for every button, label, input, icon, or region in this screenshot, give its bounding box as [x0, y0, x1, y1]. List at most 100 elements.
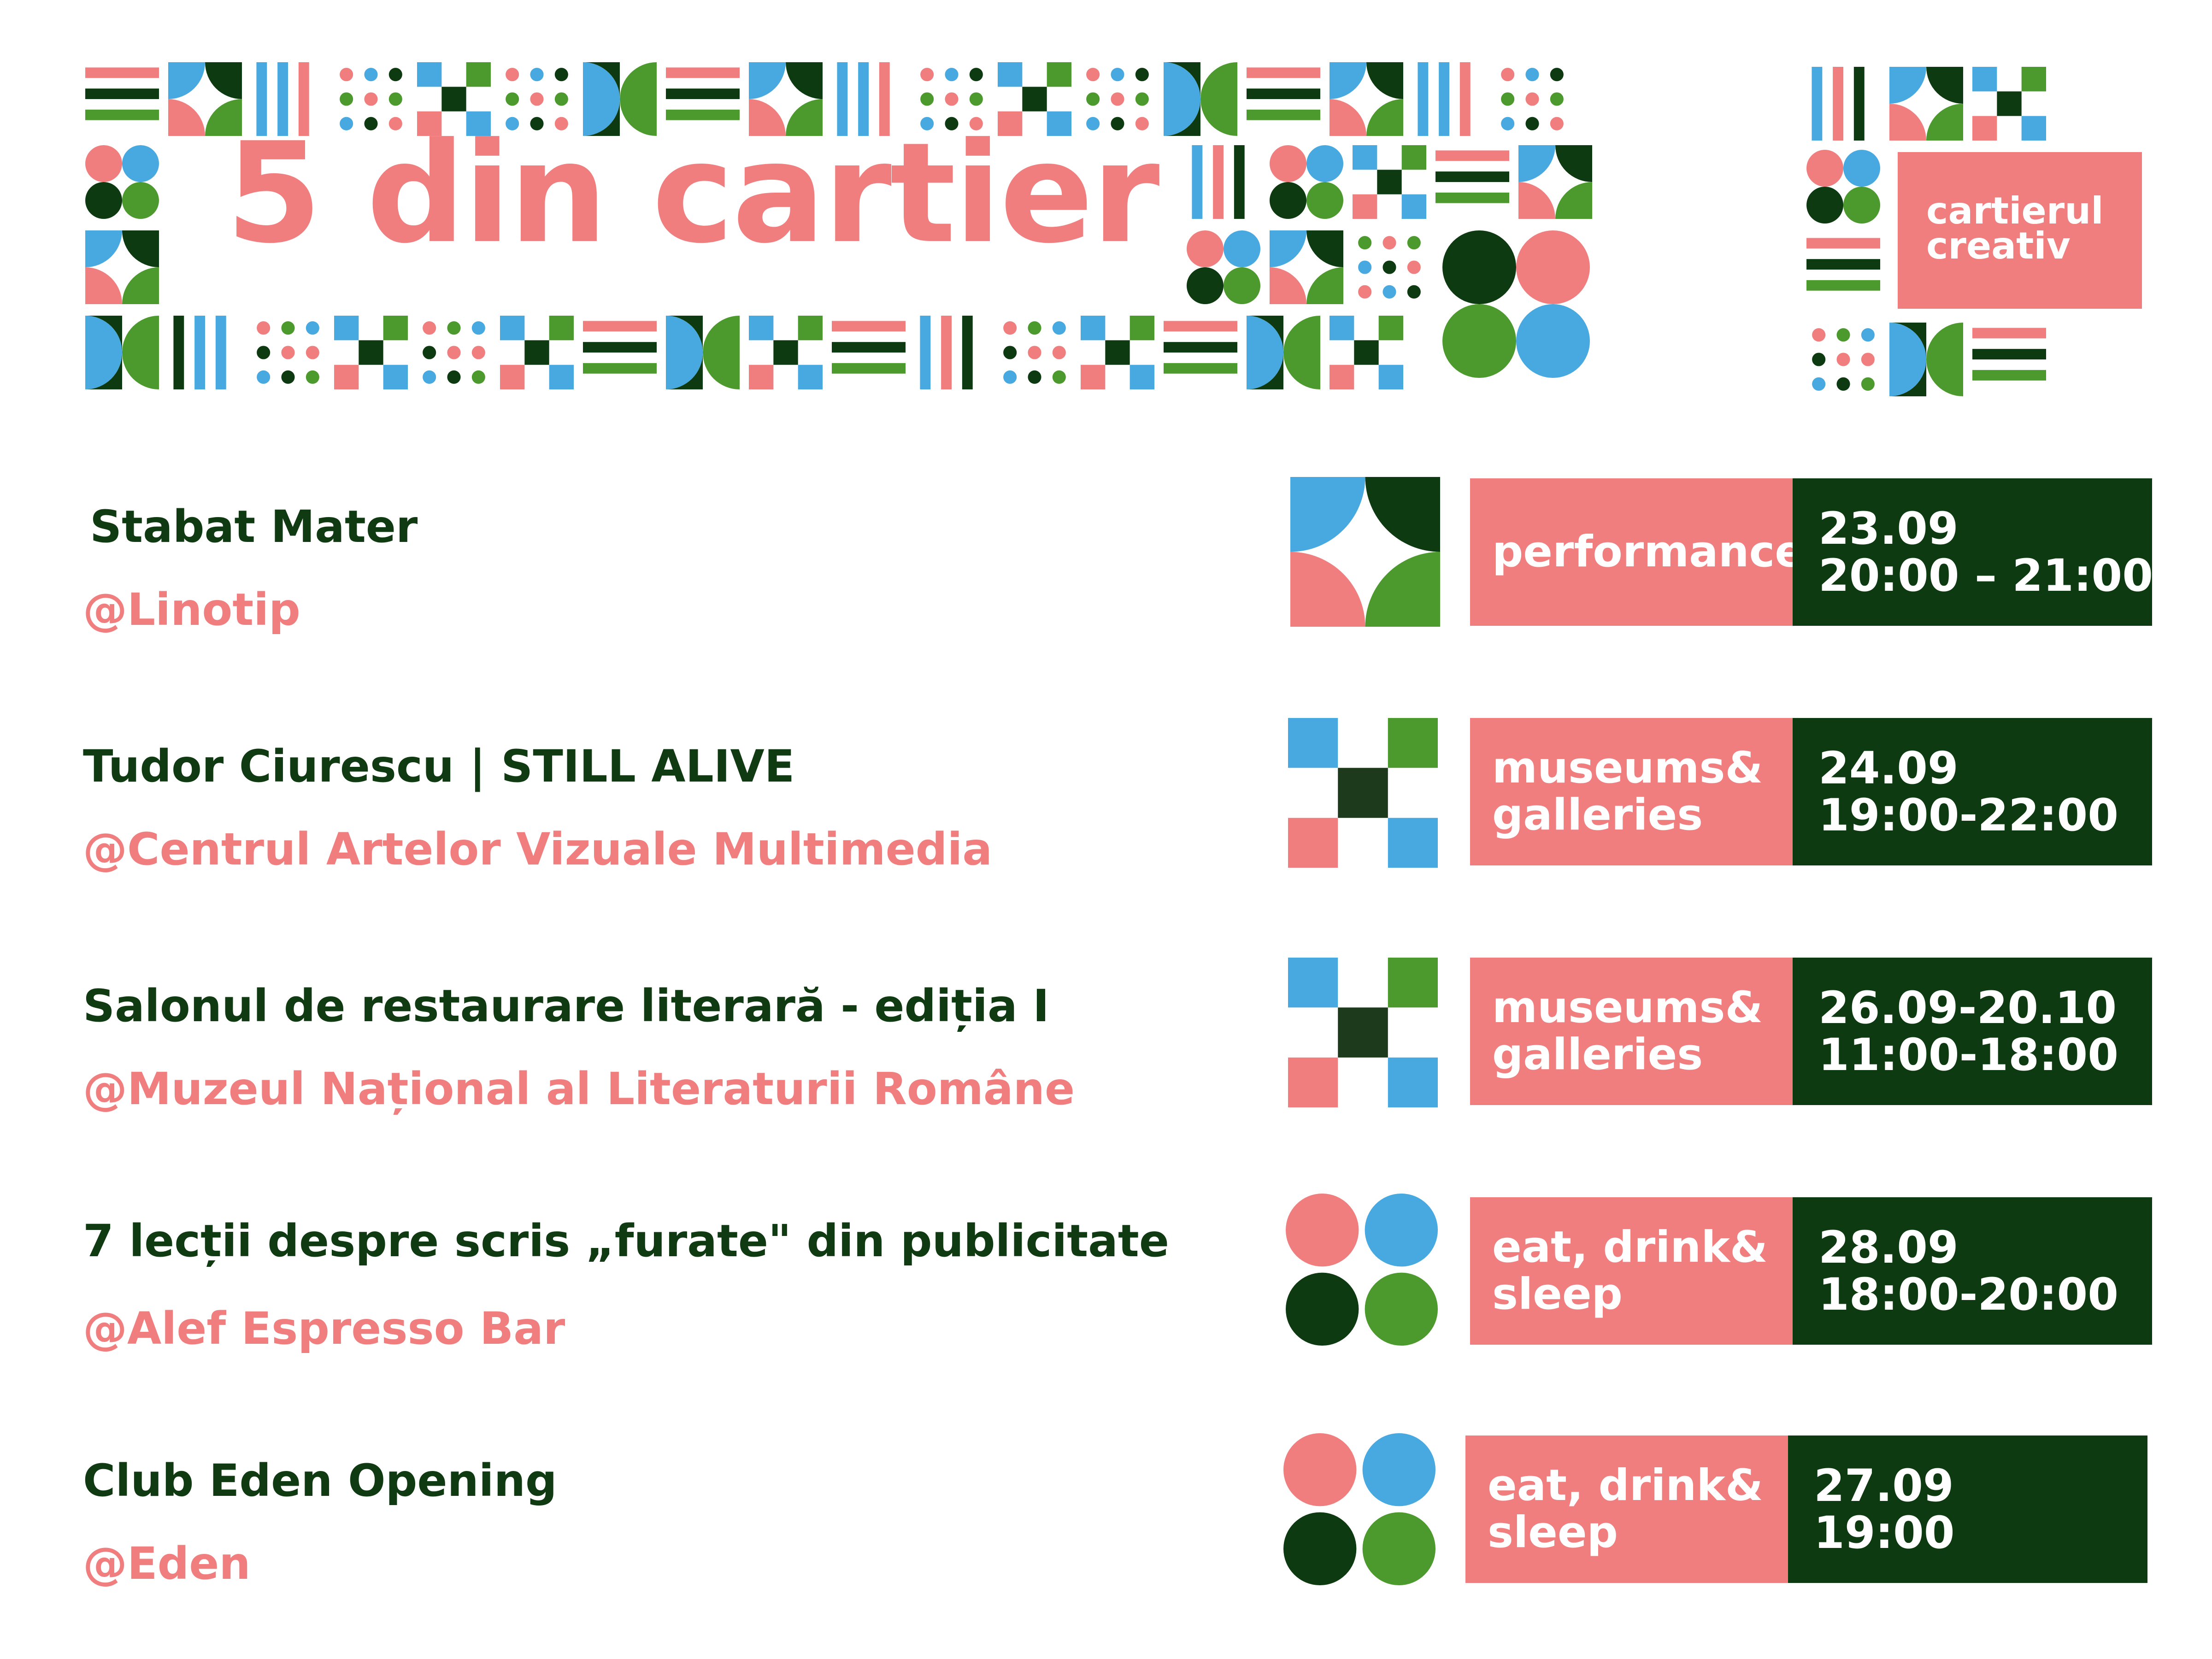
pattern-shape	[1247, 109, 1320, 120]
pattern-shape	[1889, 67, 1926, 104]
pattern-shape	[1164, 321, 1237, 332]
checker-squares-icon	[1288, 718, 1438, 868]
pattern-shape	[524, 340, 549, 365]
pattern-shape	[423, 321, 436, 335]
pattern-shape	[85, 316, 122, 389]
pattern-shape	[1354, 340, 1379, 365]
pattern-shape	[998, 111, 1023, 136]
pattern-shape	[583, 321, 657, 332]
pattern-shape	[1105, 340, 1130, 365]
pattern-shape	[256, 62, 267, 136]
pattern-shape	[832, 321, 906, 332]
pattern-shape	[471, 346, 485, 359]
logo-line-creativ: creativ	[1926, 224, 2071, 267]
pattern-shape	[1247, 316, 1283, 389]
pattern-shape	[1270, 145, 1306, 182]
pattern-shape	[1330, 365, 1354, 389]
category-badge: eat, drink& sleep	[1470, 1197, 1793, 1345]
pattern-shape	[1164, 342, 1237, 353]
pattern-shape	[1836, 328, 1850, 342]
pattern-shape	[969, 117, 983, 130]
pattern-shape	[798, 316, 823, 341]
pattern-shape	[281, 321, 295, 335]
pattern-shape	[423, 370, 436, 384]
event-venue-link[interactable]: @Alef Espresso Bar	[83, 1303, 565, 1354]
pattern-shape	[85, 267, 122, 304]
pattern-shape	[749, 62, 786, 99]
pattern-shape	[364, 92, 378, 106]
pattern-shape	[471, 370, 485, 384]
pattern-shape	[388, 68, 402, 82]
pattern-shape	[506, 117, 519, 130]
pattern-shape	[1926, 67, 1963, 104]
date-badge: 23.09 20:00 – 21:00	[1793, 478, 2153, 626]
pattern-shape	[1358, 285, 1372, 299]
pattern-shape	[1081, 316, 1106, 341]
pattern-shape	[1836, 377, 1850, 391]
pattern-shape	[583, 62, 620, 136]
pattern-shape	[1306, 145, 1343, 182]
pattern-shape	[1270, 267, 1306, 304]
pattern-shape	[1382, 236, 1396, 250]
pattern-shape	[1889, 323, 1926, 396]
pattern-shape	[383, 365, 408, 389]
pattern-shape	[506, 92, 519, 106]
pattern-shape	[969, 92, 983, 106]
pattern-shape	[281, 370, 295, 384]
pattern-shape	[1270, 230, 1306, 267]
pattern-shape	[1442, 230, 1516, 304]
pattern-shape	[277, 62, 288, 136]
pattern-shape	[1366, 99, 1403, 136]
pattern-shape	[920, 68, 934, 82]
pattern-shape	[1028, 370, 1041, 384]
event-venue-link[interactable]: @Linotip	[83, 584, 300, 635]
pattern-shape	[1518, 182, 1555, 219]
date-badge: 26.09-20.10 11:00-18:00	[1793, 958, 2152, 1105]
pattern-shape	[1926, 104, 1963, 141]
category-label: museums&	[1492, 982, 1763, 1033]
pattern-shape	[1200, 62, 1237, 136]
event-time: 11:00-18:00	[1818, 1029, 2118, 1081]
pattern-shape	[620, 62, 657, 136]
pattern-shape	[941, 316, 952, 389]
pattern-shape	[2021, 67, 2046, 92]
pattern-shape	[1135, 68, 1149, 82]
pattern-shape	[1550, 68, 1564, 82]
pattern-shape	[281, 346, 295, 359]
event-title: Stabat Mater	[90, 501, 418, 553]
pattern-shape	[1358, 236, 1372, 250]
date-badge: 27.09 19:00	[1788, 1435, 2147, 1583]
event-venue-link[interactable]: @Centrul Artelor Vizuale Multimedia	[83, 824, 993, 875]
pattern-shape	[1861, 377, 1875, 391]
event-time: 19:00	[1814, 1507, 1955, 1559]
pattern-shape	[1836, 353, 1850, 366]
category-badge: eat, drink& sleep	[1465, 1435, 1788, 1583]
pattern-shape	[920, 316, 931, 389]
pattern-shape	[1812, 67, 1823, 141]
pattern-shape	[879, 62, 890, 136]
event-time: 18:00-20:00	[1818, 1269, 2118, 1320]
pattern-shape	[1407, 285, 1421, 299]
pattern-shape	[1081, 365, 1106, 389]
pattern-shape	[1806, 238, 1880, 249]
pattern-shape	[1130, 316, 1154, 341]
logo-line-cartierul: cartierul	[1926, 189, 2104, 232]
event-venue-link[interactable]: @Muzeul Național al Literaturii Române	[83, 1063, 1075, 1115]
pattern-shape	[798, 365, 823, 389]
pattern-shape	[1111, 68, 1124, 82]
event-venue-link[interactable]: @Eden	[83, 1538, 251, 1589]
category-label: eat, drink&	[1488, 1460, 1763, 1511]
event-title: Salonul de restaurare literară - ediția …	[83, 980, 1049, 1032]
pattern-shape	[703, 316, 740, 389]
pattern-shape	[1052, 321, 1066, 335]
category-label: performance	[1492, 527, 1805, 577]
pattern-shape	[85, 88, 159, 99]
pattern-shape	[215, 316, 226, 389]
pattern-shape	[1135, 117, 1149, 130]
pattern-shape	[1435, 150, 1509, 161]
pattern-shape	[122, 267, 159, 304]
pattern-shape	[1501, 117, 1515, 130]
pattern-shape	[1501, 68, 1515, 82]
pattern-shape	[1861, 353, 1875, 366]
pattern-shape	[1135, 92, 1149, 106]
